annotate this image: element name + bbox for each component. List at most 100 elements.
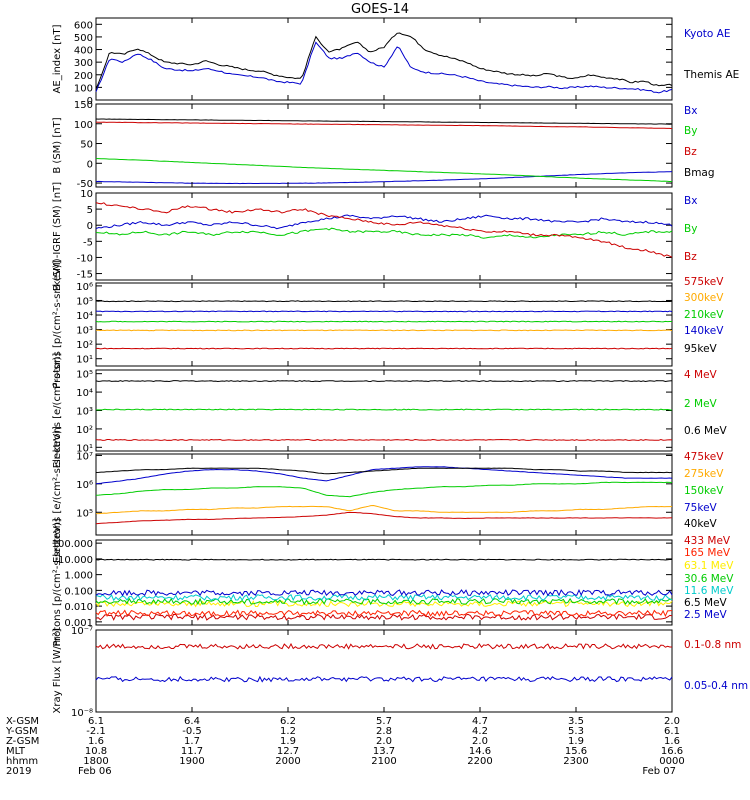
ytick-label: 600 [74,20,93,31]
legend-entry: 95keV [684,343,718,355]
series-line-by [95,158,672,182]
panel-frame [95,453,673,536]
ytick-label: 10¹ [76,355,93,366]
xaxis-row-label: MLT [6,746,26,757]
series-line-bz [95,121,673,130]
series-line-140kev [95,310,673,313]
xaxis-value: 15.6 [565,746,587,757]
xaxis-value: 1.2 [280,726,296,737]
panel-frame [95,282,673,367]
series-line-0.05-0.4-nm [95,675,673,683]
series-line-475kev [95,511,673,525]
ytick-label: 1.000 [64,571,93,582]
ytick-label: 0.010 [64,602,93,613]
ytick-label: -10 [77,253,93,264]
xaxis-value: 1800 [83,756,108,767]
legend-entry: By [684,125,697,137]
panel-4: 10¹ 10² 10³ 10⁴ 10⁵ 10⁶ Protons [p/(cm²-s-sr-k… [52,260,724,388]
ytick-label: 200 [74,71,93,82]
ytick-label: 10⁶ [76,480,93,491]
series-line-6.5-mev [95,558,672,561]
series-line-11.6-mev [95,593,673,602]
ytick-label: 10⁵ [76,370,93,381]
xaxis-value: 4.2 [472,726,488,737]
legend-entry: By [684,223,697,235]
panel-frame [95,369,673,452]
xaxis-value: 11.7 [181,746,203,757]
legend-entry: Bz [684,251,697,263]
legend-entry: 0.6 MeV [684,425,728,437]
xaxis-value: 1900 [179,756,204,767]
ytick-label: 10⁶ [76,282,93,293]
ytick-label: 10.000 [58,555,93,566]
xaxis-value: 3.5 [568,716,584,727]
panel-2: -50 0 50 100 150 B (SM) [nT] Bx By Bz Bmag [52,100,715,190]
legend-entry: 75keV [684,502,718,514]
ytick-label: 0 [87,96,93,107]
ytick-label: 500 [74,33,93,44]
panel-6: 10⁵ 10⁶ 10⁷ Electrons [e/(cm²-s-sr-keV)] 475… [52,426,724,563]
ytick-label: 10⁻⁸ [71,708,93,719]
legend-entry: Bz [684,146,697,158]
legend-entry: 6.5 MeV [684,597,728,609]
legend-entry: 275keV [684,468,724,480]
legend-entry: 40keV [684,518,718,530]
xaxis-value: 1.9 [568,736,584,747]
xaxis-value: 5.7 [376,716,392,727]
legend-entry: 300keV [684,292,724,304]
series-line-0.1-0.8-nm [95,642,672,650]
chart-title: GOES-14 [351,2,409,17]
xaxis-row-label: X-GSM [6,716,39,727]
ytick-label: 10⁻⁷ [71,626,93,637]
xaxis-value: Feb 07 [642,766,676,777]
ylabel: B (SM) [nT] [52,117,63,173]
xaxis-row-label: Z-GSM [6,736,39,747]
legend-entry: 0.1-0.8 nm [684,639,741,651]
xaxis-value: 2100 [371,756,396,767]
xaxis-value: 2.0 [664,716,680,727]
xaxis-value: -2.1 [86,726,106,737]
series-line-bmag [95,118,673,125]
ytick-label: 100 [74,120,93,131]
series-line-433-mev [95,613,673,621]
xaxis-value: 2.0 [376,736,392,747]
series-line-575kev [95,347,673,350]
legend-entry: 150keV [684,485,724,497]
legend-entry: 0.05-0.4 nm [684,680,748,692]
series-line-kyoto-ae [95,41,673,94]
xaxis-value: 13.7 [373,746,395,757]
ytick-label: -50 [77,179,93,190]
xaxis-value: 2000 [275,756,300,767]
series-line-300kev [96,329,673,332]
ytick-label: 0.100 [64,586,93,597]
xaxis-value: 2200 [467,756,492,767]
xaxis-value: -0.5 [182,726,202,737]
ytick-label: 150 [74,100,93,111]
panel-frame [95,192,673,281]
legend-entry: 475keV [684,451,724,463]
series-line-2-mev [96,408,673,411]
xaxis-value: 6.4 [184,716,200,727]
ytick-label: -15 [77,270,93,281]
xaxis-value: 6.1 [88,716,104,727]
xaxis-row-label: 2019 [6,766,31,777]
ylabel: Electrons [e/(cm²-s-sr-keV)] [52,426,63,563]
ylabel: Protons [p/(cm²-s-sr-keV)] [52,518,63,646]
xaxis-value: 1.6 [664,736,680,747]
series-line-bx [95,171,673,185]
legend-entry: 2.5 MeV [684,609,728,621]
xaxis-value: Feb 06 [78,766,112,777]
ytick-label: 400 [74,46,93,57]
ytick-label: 10⁵ [76,508,93,519]
series-line-themis-ae [95,32,673,90]
panel-8: 10⁻⁸ 10⁻⁷ Xray Flux [W/m²] 0.1-0.8 nm 0.05-0… [52,626,748,719]
legend-entry: Bmag [684,167,715,179]
panel-7: 0.001 0.010 0.100 1.000 10.000 100.000Protons… [52,518,735,646]
xaxis-value: 5.3 [568,726,584,737]
series-line-165-mev [95,609,673,618]
legend-entry: Bx [684,195,697,207]
series-line-95kev [95,300,673,303]
xaxis-value: 1.6 [88,736,104,747]
legend-entry: 433 MeV [684,535,731,547]
series-line-by [95,227,673,239]
